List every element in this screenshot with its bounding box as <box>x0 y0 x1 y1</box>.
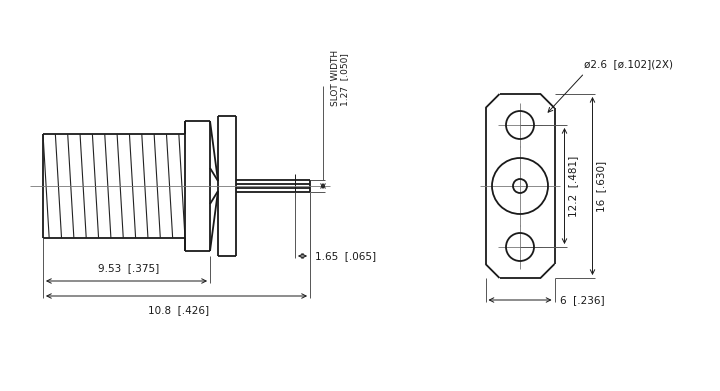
Text: 1.27  [.050]: 1.27 [.050] <box>341 53 349 106</box>
Text: SLOT WIDTH: SLOT WIDTH <box>330 50 340 106</box>
Text: 10.8  [.426]: 10.8 [.426] <box>148 305 209 315</box>
Text: 9.53  [.375]: 9.53 [.375] <box>98 263 159 273</box>
Text: 16  [.630]: 16 [.630] <box>596 160 606 212</box>
Text: 6  [.236]: 6 [.236] <box>560 295 605 305</box>
Text: 12.2  [.481]: 12.2 [.481] <box>569 155 578 217</box>
Text: 1.65  [.065]: 1.65 [.065] <box>315 251 376 261</box>
Text: ø2.6  [ø.102](2X): ø2.6 [ø.102](2X) <box>585 59 673 69</box>
